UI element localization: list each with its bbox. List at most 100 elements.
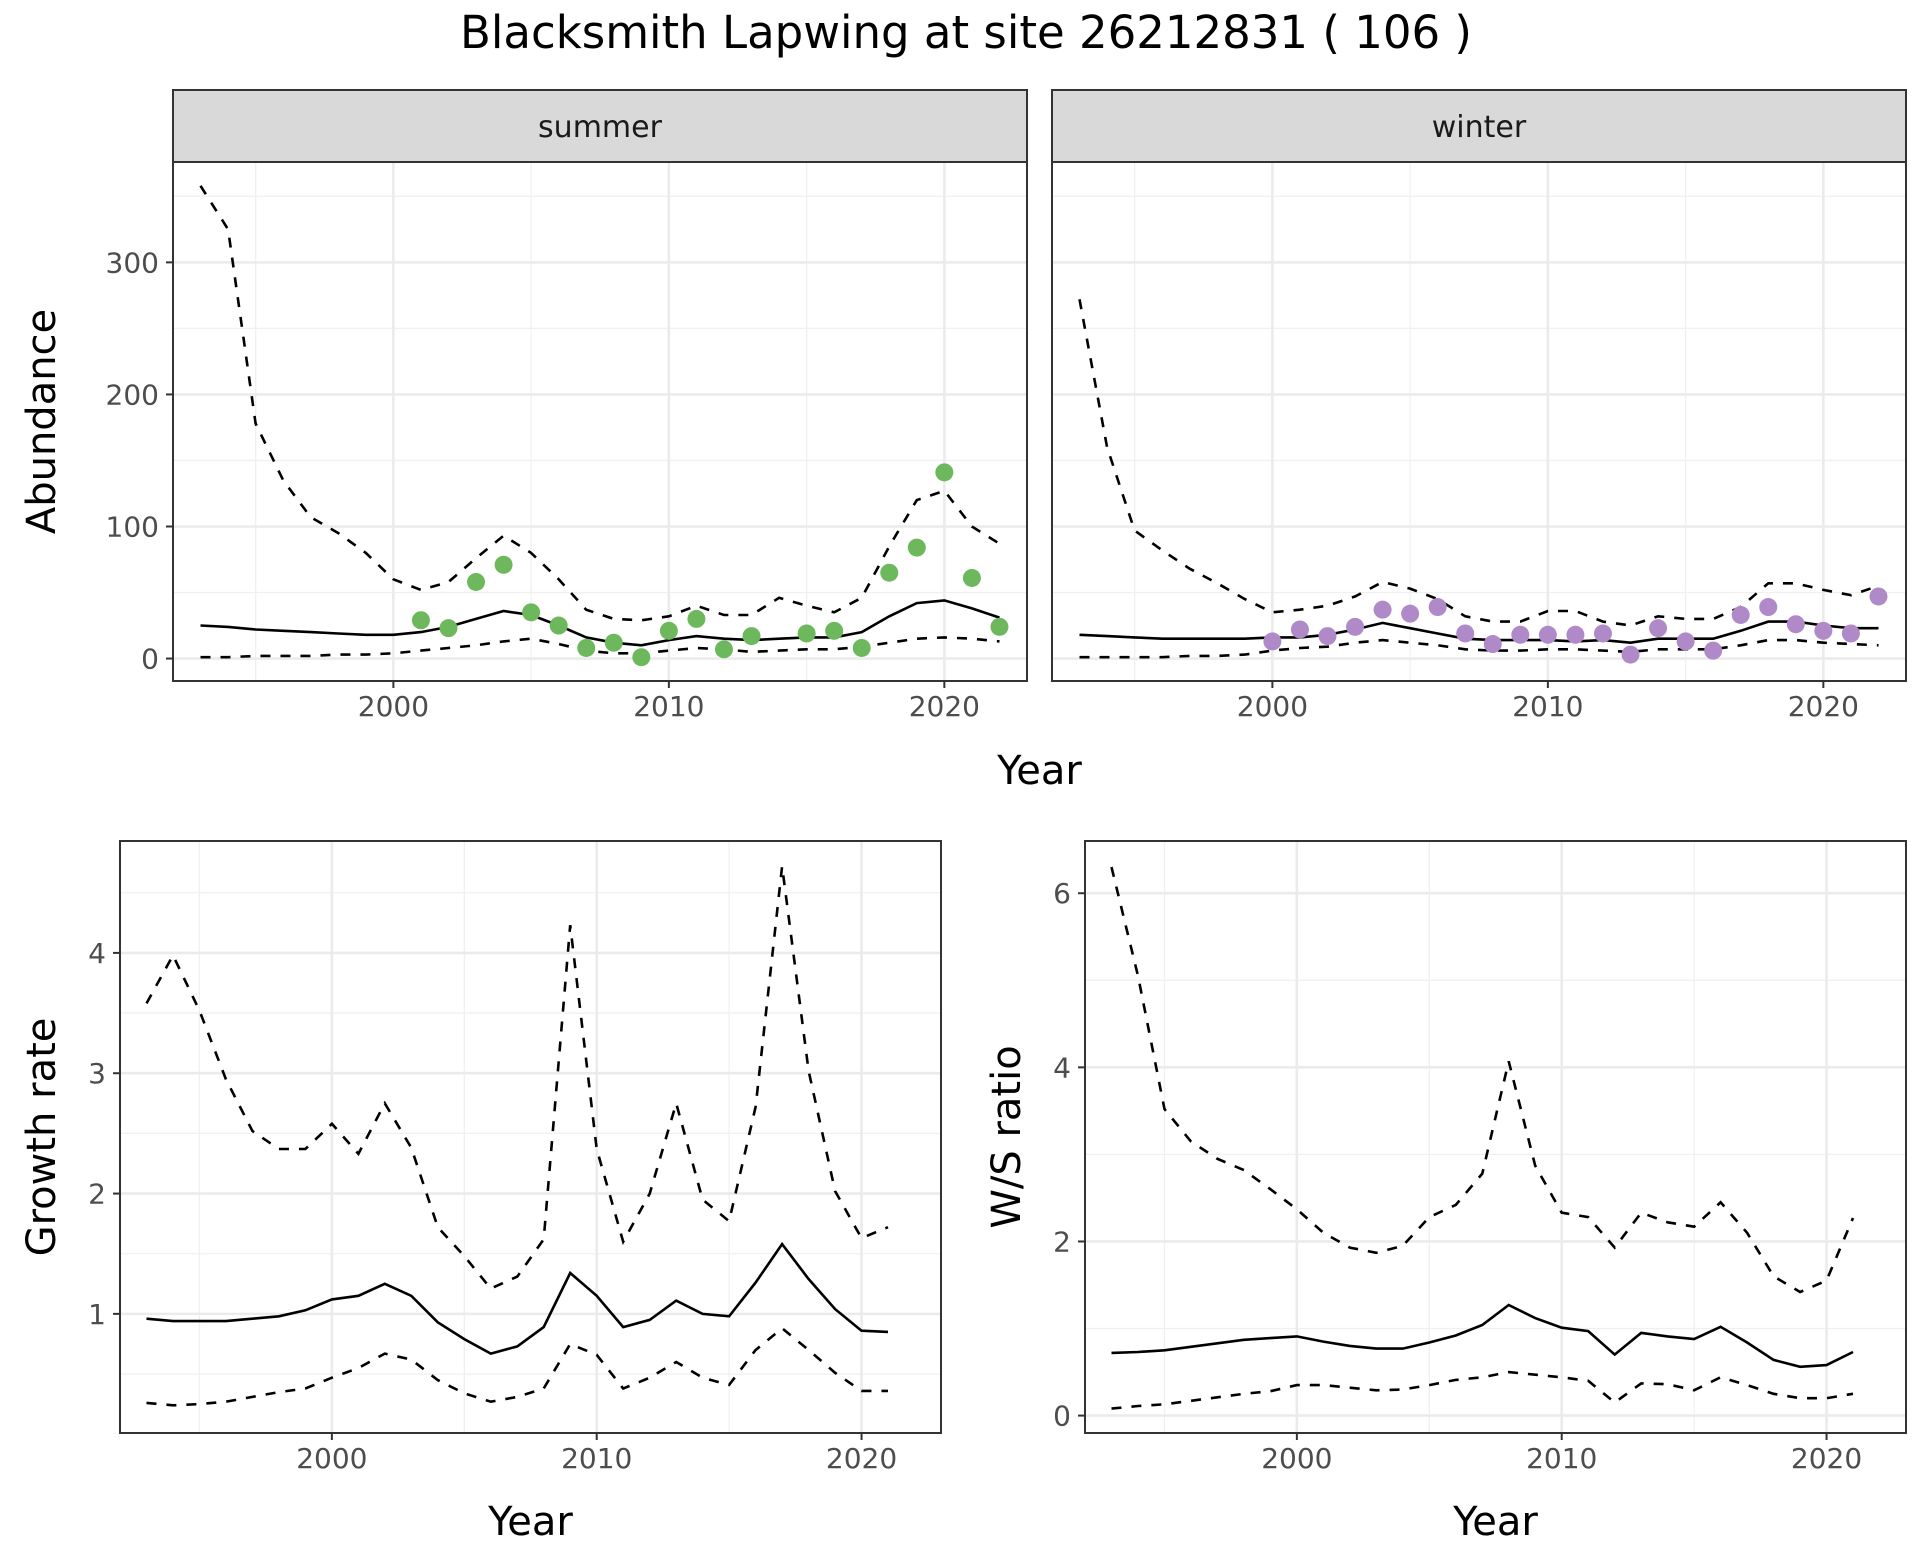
observation-point [797, 624, 816, 643]
panel-background [1052, 162, 1906, 681]
observation-point [1704, 641, 1723, 660]
facet-strip [172, 89, 1028, 163]
facet-strip-label: summer [538, 110, 663, 145]
x-tick-label: 2020 [909, 690, 980, 723]
x-tick-label: 2000 [358, 690, 429, 723]
x-tick-label: 2020 [826, 1442, 897, 1475]
y-tick-label: 0 [141, 643, 159, 676]
observation-point [1814, 621, 1833, 640]
fitted-line [1079, 620, 1879, 645]
observation-point [1841, 624, 1860, 643]
x-tick-label: 2010 [1512, 690, 1583, 723]
x-tick-label: 2010 [561, 1442, 632, 1475]
observation-point [1649, 619, 1668, 638]
observation-point [577, 638, 596, 657]
x-tick-label: 2010 [1526, 1442, 1597, 1475]
fitted-line [146, 1241, 889, 1355]
panel-border [1084, 840, 1907, 1434]
observation-point [439, 619, 458, 638]
observation-point [852, 638, 871, 657]
lower-bound-line [146, 1326, 888, 1407]
y-tick-label: 2 [88, 1178, 106, 1211]
observation-point [659, 621, 678, 640]
x-axis-title-growth: Year [487, 1499, 573, 1545]
observation-point [1428, 598, 1447, 617]
observation-point [907, 538, 926, 557]
panel-ws-ratio: 2000 2010 2020 0 2 4 6 [1053, 840, 1907, 1475]
observation-point [1401, 604, 1420, 623]
y-tick-label: 100 [106, 510, 159, 543]
observation-point [935, 463, 954, 482]
figure-title: Blacksmith Lapwing at site 26212831 ( 10… [460, 6, 1472, 59]
y-tick-label: 0 [1053, 1400, 1071, 1433]
panel-summer: 2000 2010 2020 0 100 200 300 summer [106, 89, 1028, 723]
observation-point [880, 563, 899, 582]
panel-winter: 2000 2010 2020 winter [1051, 89, 1907, 723]
y-tick-label: 4 [88, 937, 106, 970]
y-tick-label: 300 [106, 246, 159, 279]
observation-point [467, 572, 486, 591]
observation-point [962, 568, 981, 587]
y-tick-label: 3 [88, 1057, 106, 1090]
observation-point [494, 555, 513, 574]
observation-point [632, 648, 651, 667]
observation-point [522, 603, 541, 622]
observation-point [1318, 627, 1337, 646]
y-axis-title-ws: W/S ratio [984, 1045, 1030, 1228]
x-tick-label: 2020 [1791, 1442, 1862, 1475]
panel-background [120, 841, 941, 1433]
observation-point [604, 633, 623, 652]
x-tick-label: 2010 [633, 690, 704, 723]
observation-point [990, 617, 1009, 636]
x-tick-label: 2000 [1237, 690, 1308, 723]
observation-point [549, 616, 568, 635]
fitted-line [200, 599, 1000, 647]
observation-point [825, 621, 844, 640]
observation-point [1538, 625, 1557, 644]
observation-point [742, 627, 761, 646]
observation-point [1676, 632, 1695, 651]
x-tick-label: 2020 [1788, 690, 1859, 723]
lower-bound-line [1111, 1370, 1854, 1410]
x-axis-title-ws: Year [1452, 1499, 1538, 1545]
fitted-line [1111, 1303, 1854, 1369]
observation-point [714, 640, 733, 659]
observation-point [687, 609, 706, 628]
observation-point [1373, 600, 1392, 619]
y-axis-title-growth: Growth rate [19, 1018, 65, 1257]
observation-point [1456, 624, 1475, 643]
observation-point [1869, 587, 1888, 606]
upper-bound-line [1110, 866, 1855, 1294]
x-tick-label: 2000 [296, 1442, 367, 1475]
observation-point [1593, 624, 1612, 643]
upper-bound-line [145, 866, 889, 1291]
upper-bound-line [199, 185, 1001, 622]
y-tick-label: 200 [106, 378, 159, 411]
facet-strip-label: winter [1432, 110, 1527, 145]
panel-growth-rate: 2000 2010 2020 1 2 3 4 [88, 840, 942, 1475]
observation-point [1511, 625, 1530, 644]
observation-point [1621, 645, 1640, 664]
observation-point [1346, 617, 1365, 636]
observation-point [411, 611, 430, 630]
facet-strip [1051, 89, 1907, 163]
observation-point [1566, 625, 1585, 644]
observation-point [1263, 632, 1282, 651]
observation-point [1759, 598, 1778, 617]
x-tick-label: 2000 [1261, 1442, 1332, 1475]
y-tick-label: 2 [1053, 1225, 1071, 1258]
observation-point [1290, 620, 1309, 639]
y-tick-label: 6 [1053, 877, 1071, 910]
lower-bound-line [1079, 638, 1879, 659]
y-tick-label: 1 [88, 1298, 106, 1331]
observation-point [1483, 635, 1502, 654]
y-axis-title-abundance: Abundance [19, 309, 65, 534]
observation-point [1731, 605, 1750, 624]
x-axis-title-abundance: Year [996, 748, 1082, 794]
y-tick-label: 4 [1053, 1051, 1071, 1084]
panel-background [1085, 841, 1906, 1433]
observation-point [1786, 615, 1805, 634]
panel-border [119, 840, 942, 1434]
